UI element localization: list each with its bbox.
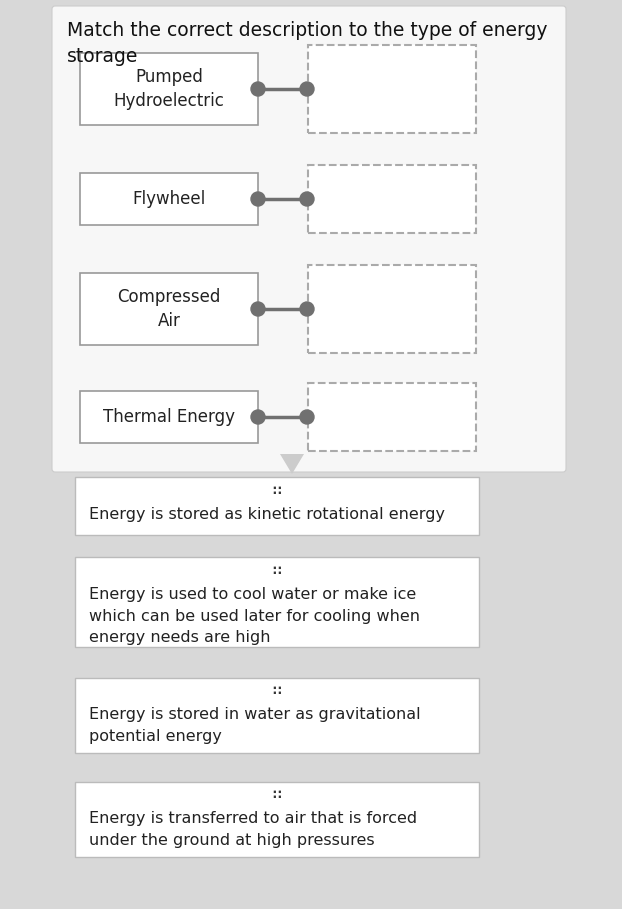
FancyBboxPatch shape	[75, 782, 479, 856]
Circle shape	[300, 410, 314, 424]
Text: Energy is transferred to air that is forced
under the ground at high pressures: Energy is transferred to air that is for…	[89, 812, 417, 848]
Circle shape	[251, 410, 265, 424]
FancyBboxPatch shape	[52, 6, 566, 472]
Text: Energy is stored as kinetic rotational energy: Energy is stored as kinetic rotational e…	[89, 507, 445, 522]
FancyBboxPatch shape	[80, 53, 258, 125]
Text: Flywheel: Flywheel	[132, 190, 206, 208]
FancyBboxPatch shape	[75, 557, 479, 647]
Text: ∷: ∷	[272, 789, 281, 802]
FancyBboxPatch shape	[308, 383, 476, 451]
Circle shape	[251, 302, 265, 316]
FancyBboxPatch shape	[80, 273, 258, 345]
Polygon shape	[280, 454, 304, 474]
Text: ∷: ∷	[272, 484, 281, 497]
Text: ∷: ∷	[272, 564, 281, 577]
Text: ∷: ∷	[272, 685, 281, 698]
Text: Energy is used to cool water or make ice
which can be used later for cooling whe: Energy is used to cool water or make ice…	[89, 587, 420, 645]
Circle shape	[300, 82, 314, 96]
Circle shape	[251, 82, 265, 96]
Text: Compressed
Air: Compressed Air	[118, 288, 221, 330]
FancyBboxPatch shape	[75, 677, 479, 753]
FancyBboxPatch shape	[80, 173, 258, 225]
Text: Match the correct description to the type of energy
storage: Match the correct description to the typ…	[67, 21, 547, 66]
FancyBboxPatch shape	[308, 45, 476, 133]
Circle shape	[300, 302, 314, 316]
Text: Pumped
Hydroelectric: Pumped Hydroelectric	[114, 68, 225, 110]
Circle shape	[300, 192, 314, 206]
FancyBboxPatch shape	[80, 391, 258, 443]
Text: Thermal Energy: Thermal Energy	[103, 408, 235, 426]
FancyBboxPatch shape	[308, 165, 476, 233]
Circle shape	[251, 192, 265, 206]
Text: Energy is stored in water as gravitational
potential energy: Energy is stored in water as gravitation…	[89, 707, 420, 744]
FancyBboxPatch shape	[75, 477, 479, 535]
FancyBboxPatch shape	[308, 265, 476, 353]
